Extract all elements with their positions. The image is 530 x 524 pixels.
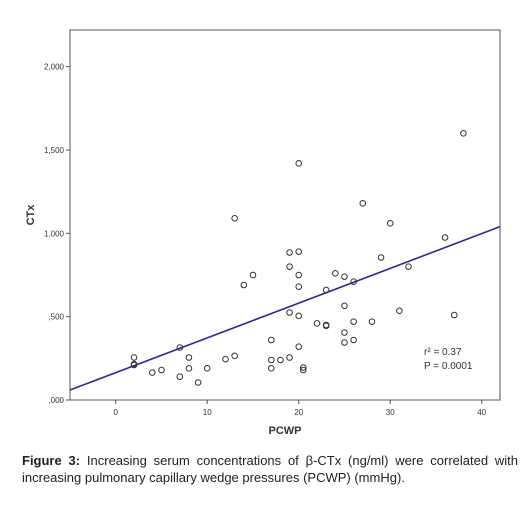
data-point [286, 249, 293, 256]
y-tick-label: ,500 [48, 313, 64, 322]
x-tick-label: 30 [386, 408, 395, 417]
data-point [231, 352, 238, 360]
figure-caption: Figure 3: Increasing serum concentration… [22, 452, 518, 486]
y-axis-title: CTx [25, 204, 37, 226]
x-tick-label: 40 [477, 408, 486, 417]
data-point [295, 343, 303, 350]
data-point [158, 366, 165, 374]
data-point [277, 356, 284, 364]
data-point [341, 273, 348, 280]
x-axis-title: PCWP [269, 425, 302, 437]
y-tick-label: 1,500 [44, 146, 65, 155]
data-point [130, 354, 138, 361]
data-point [396, 307, 403, 315]
data-point [267, 356, 275, 364]
data-point [460, 130, 467, 137]
data-point [286, 354, 293, 361]
regression-line [69, 225, 501, 391]
data-point [341, 302, 348, 310]
data-point [377, 254, 385, 261]
data-point [341, 339, 348, 346]
data-point [350, 318, 357, 325]
plot-area [69, 29, 501, 401]
data-point [441, 234, 449, 241]
data-point [240, 281, 248, 289]
data-point [332, 270, 339, 277]
caption-label: Figure 3: [22, 453, 81, 468]
caption-text: Increasing serum concentrations of β-CTx… [22, 453, 518, 485]
data-point [295, 312, 303, 320]
data-point [386, 220, 394, 227]
data-point [450, 311, 458, 319]
data-point [322, 286, 330, 294]
x-axis-ticks: 0 10 20 30 40 [114, 400, 487, 417]
data-point [249, 271, 257, 279]
y-tick-label: 1,000 [44, 229, 65, 238]
data-point [130, 361, 138, 369]
r-squared-annotation: r² = 0.37 [424, 347, 462, 358]
data-point [299, 364, 307, 371]
data-point [149, 369, 156, 376]
data-point [231, 215, 238, 222]
data-point [267, 365, 275, 372]
y-axis-ticks: ,000 ,500 1,000 1,500 2,000 [44, 63, 70, 405]
x-tick-label: 10 [203, 408, 212, 417]
data-points [130, 130, 467, 386]
data-point [368, 318, 376, 325]
data-point [405, 263, 412, 270]
data-point [295, 271, 303, 279]
data-point [359, 200, 367, 207]
data-point [203, 365, 211, 372]
data-point [350, 278, 357, 285]
data-point [295, 283, 303, 290]
y-tick-label: ,000 [48, 396, 64, 405]
data-point [341, 329, 348, 336]
data-point [222, 355, 229, 363]
data-point [350, 336, 357, 344]
data-point [286, 309, 293, 316]
data-point [313, 320, 321, 327]
data-point [286, 263, 293, 270]
data-point [299, 366, 307, 374]
data-point [295, 160, 303, 167]
data-point [295, 248, 303, 255]
data-point [194, 379, 202, 386]
data-point [176, 344, 184, 351]
data-point [185, 365, 193, 372]
x-tick-label: 0 [114, 408, 119, 417]
data-point [176, 373, 184, 380]
scatter-chart: 0 10 20 30 40 ,000 ,500 1,000 1,500 2,000 r² = 0… [25, 29, 501, 437]
data-point [267, 336, 275, 344]
p-value-annotation: P = 0.0001 [424, 361, 473, 372]
data-point [185, 354, 193, 361]
data-point [322, 322, 330, 330]
x-tick-label: 20 [294, 408, 303, 417]
y-tick-label: 2,000 [44, 63, 65, 72]
